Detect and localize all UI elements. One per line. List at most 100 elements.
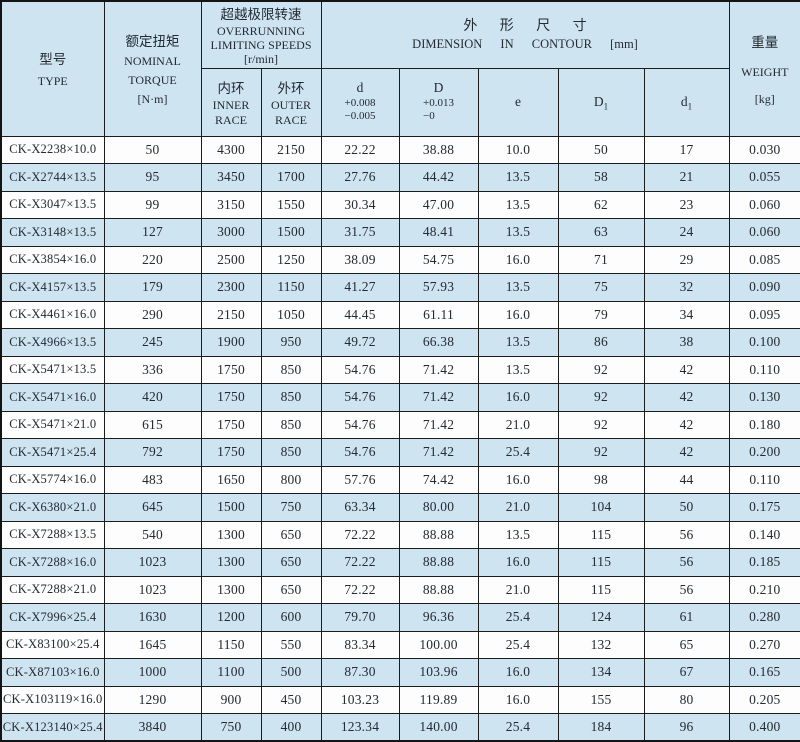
table-row: CK-X123140×25.4 3840 750 400 123.34 140.00 25.…: [0, 713, 800, 742]
value-cell: 750: [200, 713, 262, 742]
torque-unit: [N·m]: [137, 92, 168, 107]
col-header-e: e: [477, 67, 559, 137]
table-row: CK-X7996×25.4 1630 1200 600 79.70 96.36 25.4 12…: [0, 603, 800, 632]
value-cell: 92: [557, 383, 645, 412]
type-cell: CK-X2744×13.5: [0, 163, 105, 192]
table-row: CK-X5471×21.0 615 1750 850 54.76 71.42 21.0 92 4…: [0, 410, 800, 439]
d-tolerance: +0.008 −0.005: [345, 97, 376, 125]
d1-label: d1: [681, 94, 693, 112]
table-body: CK-X2238×10.0 50 4300 2150 22.22 38.88 10.0 50 1…: [0, 135, 800, 742]
type-cell: CK-X5471×13.5: [0, 355, 105, 384]
value-cell: 220: [103, 245, 202, 274]
value-cell: 57.76: [320, 465, 400, 494]
dimension-en-text: DIMENSION IN CONTOUR: [412, 37, 592, 52]
dimension-unit: [mm]: [610, 37, 638, 52]
type-cell: CK-X4966×13.5: [0, 328, 105, 357]
value-cell: 0.110: [728, 355, 800, 384]
speeds-label-en2: LIMITING SPEEDS: [210, 38, 312, 53]
col-header-D: D +0.013 −0: [398, 67, 479, 137]
weight-label-en: WEIGHT: [741, 64, 789, 79]
value-cell: 104: [557, 493, 645, 522]
dimension-label-en: DIMENSION IN CONTOUR [mm]: [322, 37, 728, 52]
value-cell: 950: [260, 328, 322, 357]
value-cell: 92: [557, 355, 645, 384]
value-cell: 1645: [103, 630, 202, 659]
value-cell: 0.140: [728, 520, 800, 549]
value-cell: 0.175: [728, 493, 800, 522]
value-cell: 88.88: [398, 520, 479, 549]
value-cell: 65: [643, 630, 730, 659]
value-cell: 67: [643, 658, 730, 687]
value-cell: 115: [557, 575, 645, 604]
table-row: CK-X5774×16.0 483 1650 800 57.76 74.42 16.0 98 4…: [0, 465, 800, 494]
value-cell: 420: [103, 383, 202, 412]
value-cell: 1630: [103, 603, 202, 632]
value-cell: 3840: [103, 713, 202, 742]
value-cell: 1750: [200, 355, 262, 384]
table-row: CK-X7288×13.5 540 1300 650 72.22 88.88 13.5 115…: [0, 520, 800, 549]
table-row: CK-X3047×13.5 99 3150 1550 30.34 47.00 13.5 62 2…: [0, 190, 800, 219]
value-cell: 72.22: [320, 520, 400, 549]
value-cell: 16.0: [477, 685, 559, 714]
inner-race-en1: INNER: [212, 98, 250, 113]
value-cell: 96.36: [398, 603, 479, 632]
outer-race-en2: RACE: [274, 112, 307, 127]
value-cell: 1700: [260, 163, 322, 192]
type-cell: CK-X5471×21.0: [0, 410, 105, 439]
table-row: CK-X2238×10.0 50 4300 2150 22.22 38.88 10.0 50 1…: [0, 135, 800, 164]
dimension-label-cn: 外形尺寸: [463, 19, 610, 35]
value-cell: 21.0: [477, 410, 559, 439]
inner-race-cn: 内环: [217, 81, 245, 97]
type-cell: CK-X3047×13.5: [0, 190, 105, 219]
type-cell: CK-X87103×16.0: [0, 658, 105, 687]
value-cell: 86: [557, 328, 645, 357]
value-cell: 600: [260, 603, 322, 632]
value-cell: 27.76: [320, 163, 400, 192]
value-cell: 25.4: [477, 438, 559, 467]
value-cell: 0.205: [728, 685, 800, 714]
value-cell: 50: [557, 135, 645, 164]
type-cell: CK-X6380×21.0: [0, 493, 105, 522]
col-header-D1: D1: [557, 67, 645, 137]
value-cell: 750: [260, 493, 322, 522]
value-cell: 16.0: [477, 245, 559, 274]
value-cell: 450: [260, 685, 322, 714]
col-header-d1: d1: [643, 67, 730, 137]
value-cell: 13.5: [477, 163, 559, 192]
value-cell: 245: [103, 328, 202, 357]
value-cell: 4300: [200, 135, 262, 164]
value-cell: 99: [103, 190, 202, 219]
value-cell: 1150: [200, 630, 262, 659]
d1-subscript: 1: [687, 101, 693, 112]
value-cell: 3450: [200, 163, 262, 192]
d-label: d: [356, 79, 364, 95]
table-row: CK-X83100×25.4 1645 1150 550 83.34 100.00 25.4…: [0, 630, 800, 659]
table-row: CK-X87103×16.0 1000 1100 500 87.30 103.96 16.0…: [0, 658, 800, 687]
type-cell: CK-X5774×16.0: [0, 465, 105, 494]
value-cell: 24: [643, 218, 730, 247]
value-cell: 103.96: [398, 658, 479, 687]
value-cell: 88.88: [398, 575, 479, 604]
D-tol-lower: −0: [423, 110, 435, 123]
value-cell: 13.5: [477, 218, 559, 247]
value-cell: 63: [557, 218, 645, 247]
value-cell: 41.27: [320, 273, 400, 302]
value-cell: 42: [643, 383, 730, 412]
col-header-torque: 额定扭矩 NOMINAL TORQUE [N·m]: [103, 0, 202, 137]
type-label-cn: 型号: [39, 52, 67, 68]
value-cell: 0.085: [728, 245, 800, 274]
value-cell: 92: [557, 410, 645, 439]
value-cell: 850: [260, 383, 322, 412]
value-cell: 42: [643, 355, 730, 384]
value-cell: 58: [557, 163, 645, 192]
value-cell: 2150: [260, 135, 322, 164]
value-cell: 25.4: [477, 630, 559, 659]
type-cell: CK-X5471×16.0: [0, 383, 105, 412]
value-cell: 87.30: [320, 658, 400, 687]
col-header-inner-race: 内环 INNER RACE: [200, 67, 262, 137]
col-header-speeds: 超越极限转速 OVERRUNNING LIMITING SPEEDS [r/mi…: [200, 0, 322, 69]
value-cell: 13.5: [477, 328, 559, 357]
value-cell: 1500: [200, 493, 262, 522]
D-tolerance: +0.013 −0: [423, 97, 454, 125]
table-row: CK-X3148×13.5 127 3000 1500 31.75 48.41 13.5 63…: [0, 218, 800, 247]
